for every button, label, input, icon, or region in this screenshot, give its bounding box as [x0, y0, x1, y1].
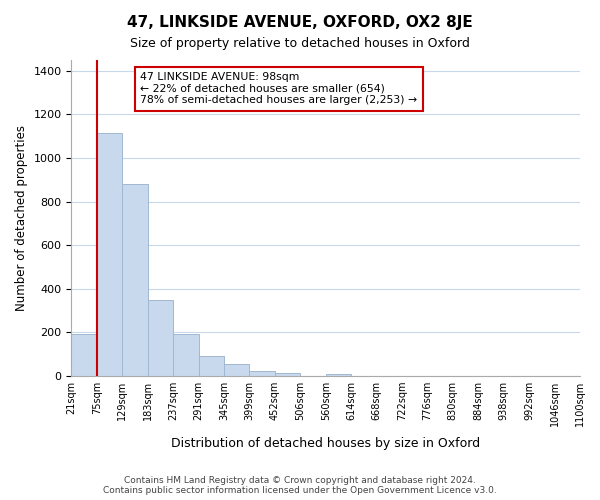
Bar: [148, 300, 173, 376]
X-axis label: Distribution of detached houses by size in Oxford: Distribution of detached houses by size …: [171, 437, 480, 450]
Text: Size of property relative to detached houses in Oxford: Size of property relative to detached ho…: [130, 38, 470, 51]
Bar: [326, 374, 351, 376]
Text: Contains HM Land Registry data © Crown copyright and database right 2024.
Contai: Contains HM Land Registry data © Crown c…: [103, 476, 497, 495]
Bar: [250, 371, 275, 376]
Bar: [122, 184, 148, 376]
Bar: [71, 334, 97, 376]
Text: 47, LINKSIDE AVENUE, OXFORD, OX2 8JE: 47, LINKSIDE AVENUE, OXFORD, OX2 8JE: [127, 15, 473, 30]
Bar: [173, 334, 199, 376]
Bar: [97, 133, 122, 376]
Bar: [224, 364, 250, 376]
Bar: [199, 356, 224, 376]
Bar: [275, 372, 300, 376]
Y-axis label: Number of detached properties: Number of detached properties: [15, 125, 28, 311]
Text: 47 LINKSIDE AVENUE: 98sqm
← 22% of detached houses are smaller (654)
78% of semi: 47 LINKSIDE AVENUE: 98sqm ← 22% of detac…: [140, 72, 417, 105]
